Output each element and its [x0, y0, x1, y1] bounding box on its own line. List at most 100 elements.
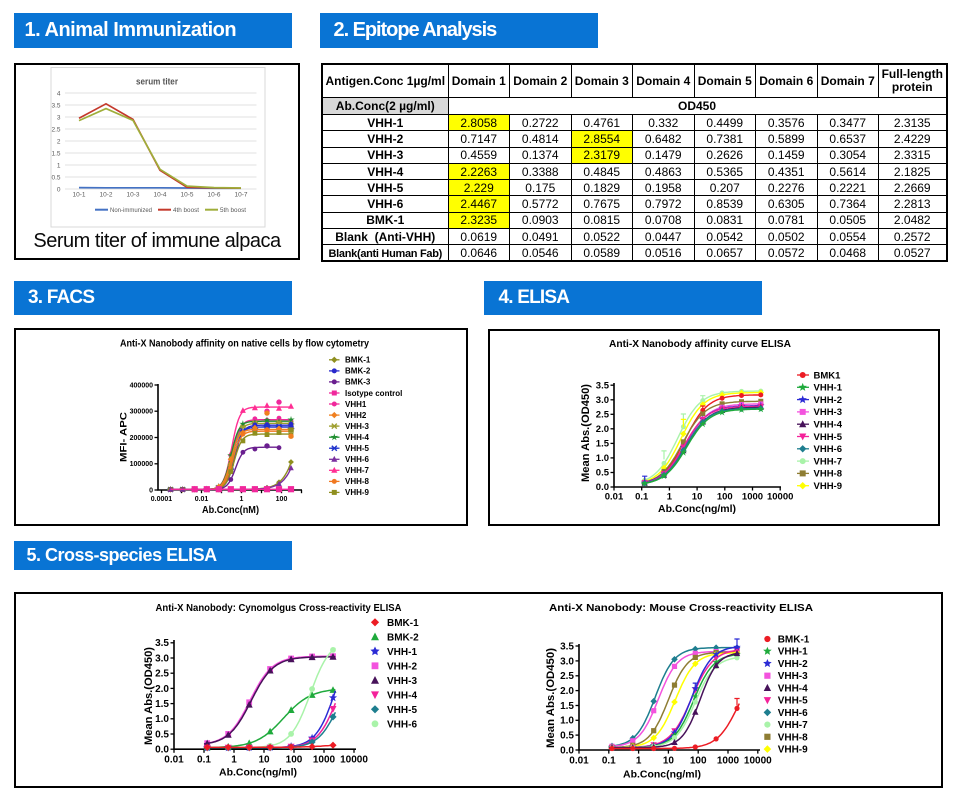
svg-text:10: 10	[692, 492, 703, 503]
svg-text:1.5: 1.5	[155, 699, 169, 710]
svg-text:3: 3	[57, 114, 61, 121]
svg-text:VHH-8: VHH-8	[778, 732, 808, 743]
svg-text:Mean Abs.(OD450): Mean Abs.(OD450)	[580, 384, 592, 482]
svg-text:3.5: 3.5	[155, 638, 169, 649]
svg-text:1.5: 1.5	[596, 439, 610, 450]
svg-text:200000: 200000	[130, 435, 153, 442]
svg-text:VHH-7: VHH-7	[345, 466, 370, 475]
svg-text:BMK-1: BMK-1	[387, 618, 419, 629]
svg-text:0.1: 0.1	[635, 492, 649, 503]
svg-text:3.0: 3.0	[560, 656, 574, 667]
svg-text:VHH-6: VHH-6	[778, 708, 808, 719]
svg-text:VHH-7: VHH-7	[814, 456, 843, 467]
svg-text:1: 1	[231, 755, 237, 766]
svg-text:VHH-5: VHH-5	[778, 696, 808, 707]
svg-text:10000: 10000	[744, 756, 772, 767]
svg-text:10-2: 10-2	[99, 192, 112, 199]
svg-text:2.5: 2.5	[596, 410, 610, 421]
svg-text:1: 1	[240, 496, 244, 503]
svg-text:0.5: 0.5	[596, 468, 610, 479]
svg-text:Mean Abs.(OD450): Mean Abs.(OD450)	[143, 647, 155, 745]
svg-text:1000: 1000	[313, 755, 336, 766]
svg-text:0.0001: 0.0001	[151, 496, 173, 503]
svg-text:VHH-2: VHH-2	[814, 395, 843, 406]
svg-text:BMK-1: BMK-1	[345, 356, 371, 365]
svg-text:VHH-2: VHH-2	[387, 661, 417, 672]
svg-text:VHH-3: VHH-3	[814, 407, 843, 418]
svg-text:100: 100	[690, 756, 707, 767]
svg-text:10-3: 10-3	[126, 192, 139, 199]
svg-text:0.0: 0.0	[155, 745, 169, 756]
svg-text:100: 100	[286, 755, 303, 766]
svg-text:10-5: 10-5	[180, 192, 193, 199]
svg-text:VHH-3: VHH-3	[345, 422, 370, 431]
svg-text:400000: 400000	[130, 382, 153, 389]
svg-text:BMK1: BMK1	[814, 370, 842, 381]
svg-text:VHH-3: VHH-3	[778, 671, 808, 682]
svg-text:0.5: 0.5	[51, 174, 60, 181]
svg-text:0.5: 0.5	[155, 729, 169, 740]
svg-text:Anti-X Nanobody affinity curve: Anti-X Nanobody affinity curve ELISA	[609, 338, 791, 350]
svg-text:0: 0	[57, 186, 61, 193]
svg-text:VHH-1: VHH-1	[814, 383, 843, 394]
svg-text:VHH-5: VHH-5	[345, 444, 370, 453]
svg-text:1: 1	[667, 492, 673, 503]
svg-text:Isotype control: Isotype control	[345, 389, 402, 398]
svg-text:Anti-X Nanobody: Cynomolgus Cr: Anti-X Nanobody: Cynomolgus Cross-reacti…	[156, 602, 402, 614]
svg-text:10-4: 10-4	[153, 192, 166, 199]
svg-text:BMK-1: BMK-1	[778, 635, 810, 646]
svg-text:0.01: 0.01	[164, 755, 184, 766]
svg-text:5th boost: 5th boost	[220, 207, 246, 214]
svg-text:10000: 10000	[767, 492, 793, 503]
svg-text:3.5: 3.5	[51, 102, 60, 109]
svg-text:3.5: 3.5	[560, 641, 574, 652]
svg-text:Ab.Conc(nM): Ab.Conc(nM)	[202, 504, 259, 516]
svg-text:VHH-2: VHH-2	[778, 659, 808, 670]
svg-text:Ab.Conc(ng/ml): Ab.Conc(ng/ml)	[658, 503, 736, 515]
svg-text:0.1: 0.1	[197, 755, 211, 766]
svg-text:1000: 1000	[742, 492, 763, 503]
svg-text:VHH-1: VHH-1	[387, 647, 417, 658]
svg-text:Ab.Conc(ng/ml): Ab.Conc(ng/ml)	[623, 769, 701, 781]
svg-text:2.5: 2.5	[560, 671, 574, 682]
svg-text:10-1: 10-1	[72, 192, 85, 199]
svg-text:2: 2	[57, 138, 61, 145]
svg-text:VHH-8: VHH-8	[345, 477, 370, 486]
svg-text:2.0: 2.0	[596, 424, 609, 435]
svg-text:0.0: 0.0	[596, 482, 609, 493]
svg-text:VHH-6: VHH-6	[387, 719, 417, 730]
svg-text:MFI- APC: MFI- APC	[119, 411, 129, 462]
svg-text:10: 10	[258, 755, 270, 766]
svg-text:1000: 1000	[717, 756, 740, 767]
svg-text:1.0: 1.0	[560, 716, 574, 727]
svg-text:BMK-3: BMK-3	[345, 378, 371, 387]
svg-text:VHH-6: VHH-6	[345, 455, 370, 464]
svg-text:VHH-4: VHH-4	[345, 433, 370, 442]
svg-text:VHH-5: VHH-5	[814, 432, 843, 443]
svg-text:VHH-9: VHH-9	[345, 488, 370, 497]
svg-text:10000: 10000	[340, 755, 368, 766]
svg-text:Ab.Conc(ng/ml): Ab.Conc(ng/ml)	[219, 767, 297, 779]
svg-text:3.0: 3.0	[596, 395, 609, 406]
svg-text:0.01: 0.01	[569, 756, 589, 767]
svg-text:VHH1: VHH1	[345, 400, 367, 409]
svg-text:10: 10	[663, 756, 675, 767]
svg-text:VHH-8: VHH-8	[814, 469, 843, 480]
svg-text:100000: 100000	[130, 461, 153, 468]
svg-text:4: 4	[57, 90, 61, 97]
svg-text:VHH2: VHH2	[345, 411, 367, 420]
svg-text:Non-immunized: Non-immunized	[110, 207, 152, 214]
svg-text:3.5: 3.5	[596, 380, 610, 391]
svg-text:VHH-1: VHH-1	[778, 647, 808, 658]
svg-text:Anti-X Nanobody: Mouse Cross-r: Anti-X Nanobody: Mouse Cross-reactivity …	[549, 602, 813, 614]
svg-text:VHH-4: VHH-4	[387, 690, 417, 701]
svg-text:VHH-3: VHH-3	[387, 676, 417, 687]
svg-text:300000: 300000	[130, 409, 153, 416]
svg-text:0.01: 0.01	[605, 492, 624, 503]
svg-text:2.5: 2.5	[155, 669, 169, 680]
svg-text:VHH-4: VHH-4	[778, 683, 808, 694]
svg-text:2.0: 2.0	[560, 686, 574, 697]
svg-text:VHH-9: VHH-9	[778, 745, 808, 756]
svg-text:BMK-2: BMK-2	[387, 632, 419, 643]
svg-text:1: 1	[636, 756, 642, 767]
